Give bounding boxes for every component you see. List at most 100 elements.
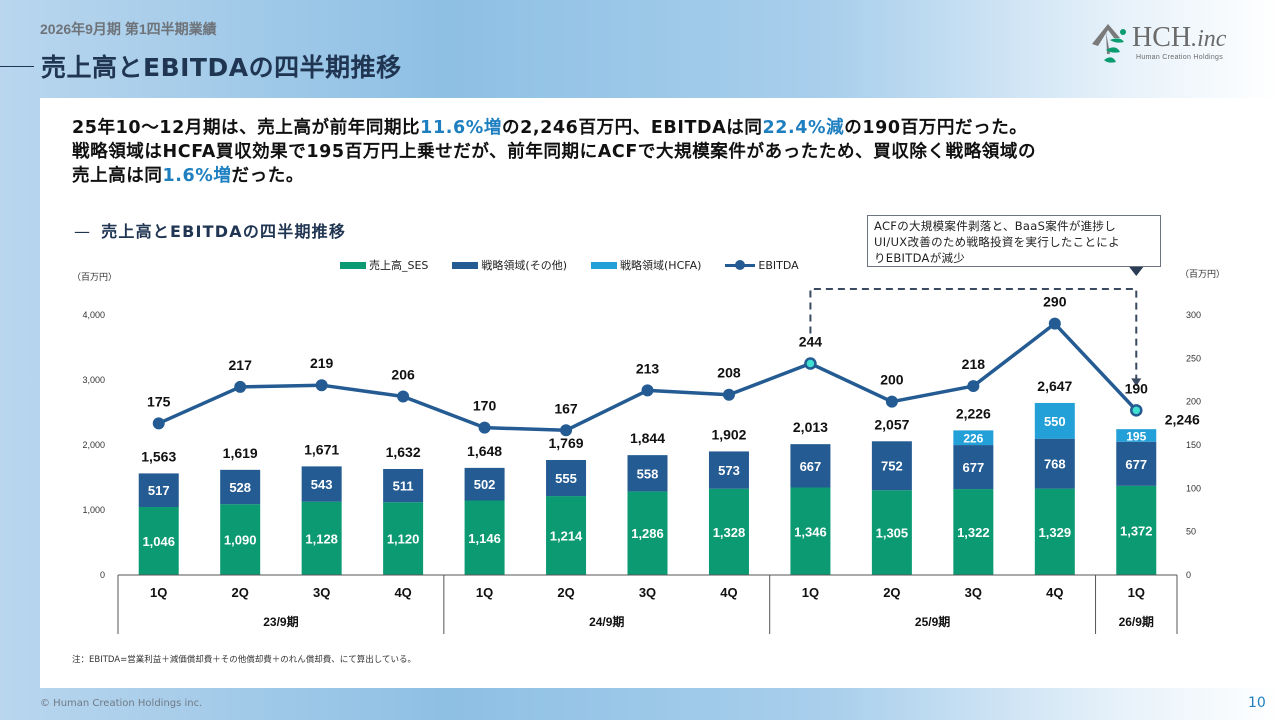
legend-label-ses: 売上高_SES [369,259,429,272]
right-axis-tick: 100 [1186,483,1201,493]
footnote: 注：EBITDA=営業利益＋減価償却費＋その他償却費＋のれん償却費、にて算出して… [72,655,416,665]
copyright: © Human Creation Holdings inc. [40,698,203,709]
ebitda-value-label: 218 [962,356,986,372]
bar-segment-strategic-other [627,455,668,492]
fiscal-group-label: 24/9期 [589,614,624,629]
summary-highlight: 1.6%増 [162,166,232,186]
legend-item-strategic-hcfa: 戦略領域(HCFA) [591,257,701,273]
summary-segment: の190百万円だった。 [844,118,1028,138]
x-axis-category-label: 2Q [883,585,900,600]
x-axis-category-label: 3Q [639,585,656,600]
bar-total-label: 1,632 [386,444,421,460]
x-axis-category-label: 1Q [1128,585,1145,600]
bar-segment-ses [1034,488,1075,575]
left-axis-tick: 1,000 [82,505,105,515]
annotation-callout: ACFの大規模案件剥落と、BaaS案件が進捗し UI/UX改善のため戦略投資を実… [867,215,1161,267]
bar-total-label: 1,844 [630,430,665,446]
ebitda-value-label: 206 [391,366,415,382]
bar-segment-strategic-other [220,469,261,505]
bar-value-label: 1,305 [876,526,909,541]
x-axis-category-label: 2Q [232,585,249,600]
bar-segment-strategic-other [546,460,587,497]
logo-tagline: Human Creation Holdings [1136,54,1224,61]
bar-total-label: 2,246 [1165,411,1200,427]
bar-segment-ses [871,490,912,575]
ebitda-value-label: 175 [147,393,171,409]
logo-suffix: .inc [1191,26,1227,52]
annotation-dashed-bracket [809,288,1138,381]
x-axis-category-label: 4Q [1046,585,1063,600]
bar-value-label: 1,346 [794,524,827,539]
ebitda-point [397,390,410,403]
chart-title-text: 売上高とEBITDAの四半期推移 [101,222,347,241]
legend-line-marker-icon [725,260,756,270]
bar-value-label: 752 [881,459,903,474]
right-axis-tick: 250 [1186,353,1201,363]
bar-segment-ses [953,489,994,575]
bar-segment-ses [301,501,342,575]
bar-value-label: 555 [555,471,577,486]
fiscal-group-label: 25/9期 [915,614,950,629]
bar-segment-ses [1116,485,1157,575]
ebitda-value-label: 170 [473,398,497,414]
ebitda-point [315,379,328,392]
legend-label-ebitda: EBITDA [758,258,799,272]
summary-segment: 25年10～12月期は、売上高が前年同期比 [72,118,421,138]
bar-value-label: 1,329 [1039,525,1072,540]
bar-value-label: 1,120 [387,532,420,547]
ebitda-point [885,395,898,408]
bar-segment-strategic-hcfa [1034,402,1075,439]
ebitda-value-label: 219 [310,355,334,371]
header-rule [0,66,34,67]
bar-value-label: 1,146 [468,531,501,546]
summary-line-3: 売上高は同1.6%増だった。 [72,164,1252,188]
bar-value-label: 1,046 [142,534,175,549]
ebitda-point [722,388,735,401]
summary-highlight: 22.4%減 [762,118,845,138]
x-axis-category-label: 4Q [394,585,411,600]
bar-segment-ses [627,491,668,575]
bar-segment-strategic-other [790,444,831,488]
bar-value-label: 550 [1044,414,1066,429]
ebitda-value-label: 208 [717,365,741,381]
bar-value-label: 1,372 [1120,523,1153,538]
ebitda-point [152,417,165,430]
legend-swatch-strategic-hcfa [591,261,618,269]
ebitda-value-label: 244 [799,334,823,350]
legend-label-strategic-other: 戦略領域(その他) [481,259,568,272]
bar-segment-ses [138,507,179,575]
fiscal-group-label: 26/9期 [1119,614,1154,629]
page-title: 売上高とEBITDAの四半期推移 [41,53,402,82]
chart-title-dash: — [74,222,92,241]
bar-segment-strategic-other [138,473,179,508]
legend-label-strategic-hcfa: 戦略領域(HCFA) [620,259,702,272]
x-axis-category-label: 1Q [802,585,819,600]
bar-value-label: 195 [1126,429,1146,443]
fiscal-group-label: 23/9期 [263,614,298,629]
legend-item-ebitda: EBITDA [725,258,799,272]
bar-total-label: 1,619 [223,445,258,461]
chart-title: — 売上高とEBITDAの四半期推移 [74,218,346,242]
left-axis-tick: 4,000 [82,310,105,320]
legend-item-ses: 売上高_SES [340,257,428,273]
logo-mark-icon [1092,24,1126,63]
callout-line-3: りEBITDAが減少 [874,251,966,265]
bar-segment-ses [220,504,261,575]
bar-segment-strategic-other [464,467,505,501]
bar-segment-strategic-other [953,445,994,490]
x-axis-category-label: 3Q [313,585,330,600]
bar-value-label: 1,128 [305,531,338,546]
legend-item-strategic-other: 戦略領域(その他) [452,257,567,273]
ebitda-point-highlighted [1130,404,1143,417]
left-axis-tick: 0 [100,570,105,580]
bar-value-label: 528 [229,480,251,495]
summary-segment: 戦略領域はHCFA買収効果で195百万円上乗せだが、前年同期にACFで大規模案件… [72,142,1037,162]
bar-total-label: 1,563 [141,448,176,464]
bar-total-label: 1,902 [711,426,746,442]
bar-segment-strategic-other [301,466,342,502]
bar-value-label: 502 [474,477,496,492]
bar-value-label: 1,328 [713,525,746,540]
bar-value-label: 1,286 [631,526,664,541]
bar-segment-ses [464,500,505,575]
